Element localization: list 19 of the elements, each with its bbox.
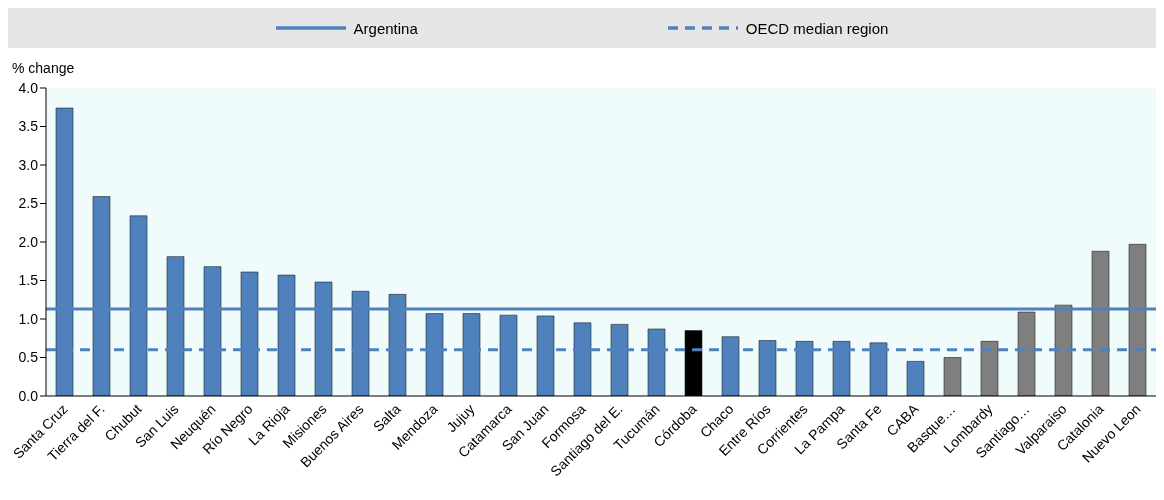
bar (1054, 304, 1073, 396)
y-tick-label: 4.0 (18, 79, 39, 96)
y-axis-title: % change (12, 60, 75, 76)
legend-label: Argentina (353, 19, 418, 37)
bar (1091, 250, 1110, 396)
bar (980, 341, 999, 396)
y-tick-label: 3.0 (18, 156, 39, 173)
y-tick-label: 0.0 (18, 387, 39, 404)
y-tick-label: 1.5 (18, 272, 39, 289)
bar (1128, 244, 1147, 396)
y-tick-label: 3.5 (18, 118, 39, 135)
bar (1017, 311, 1036, 396)
y-tick-label: 2.5 (18, 195, 39, 212)
y-tick-label: 2.0 (18, 233, 39, 250)
y-tick-label: 0.5 (18, 349, 39, 366)
bar (906, 361, 925, 396)
y-tick-label: 1.0 (18, 310, 39, 327)
legend-label: OECD median region (745, 19, 889, 37)
bar (943, 357, 962, 396)
